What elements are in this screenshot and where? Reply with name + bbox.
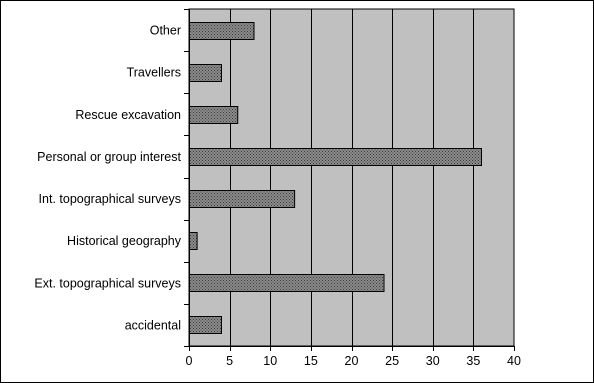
gridlines (230, 9, 474, 346)
x-tick-label: 20 (345, 354, 359, 368)
plot-area (188, 8, 515, 347)
category-labels: Other Travellers Rescue excavation Personal… (34, 24, 181, 333)
bar (189, 64, 222, 82)
bar (189, 232, 198, 250)
category-label: Other (150, 24, 181, 38)
bar (189, 22, 255, 40)
x-tick-label: 5 (226, 354, 233, 368)
x-tick-label: 0 (186, 354, 193, 368)
x-tick-label: 40 (507, 354, 521, 368)
x-tick-labels: 0 5 10 15 20 25 30 35 40 (186, 354, 521, 368)
bar (189, 106, 239, 124)
x-tick-label: 10 (263, 354, 277, 368)
x-tick-label: 15 (304, 354, 318, 368)
category-label: Historical geography (67, 234, 182, 248)
bar (189, 190, 296, 208)
category-label: Rescue excavation (75, 108, 181, 122)
bars (189, 22, 482, 334)
category-label: Ext. topographical surveys (34, 276, 181, 290)
bar (189, 274, 385, 292)
category-label: accidental (125, 318, 181, 332)
bar (189, 148, 482, 166)
x-tick-label: 35 (466, 354, 480, 368)
x-tick-label: 25 (385, 354, 399, 368)
bar (189, 316, 222, 334)
axes (184, 9, 515, 351)
x-tick-label: 30 (426, 354, 440, 368)
category-label: Int. topographical surveys (39, 192, 181, 206)
category-label: Personal or group interest (37, 150, 181, 164)
category-label: Travellers (127, 66, 181, 80)
